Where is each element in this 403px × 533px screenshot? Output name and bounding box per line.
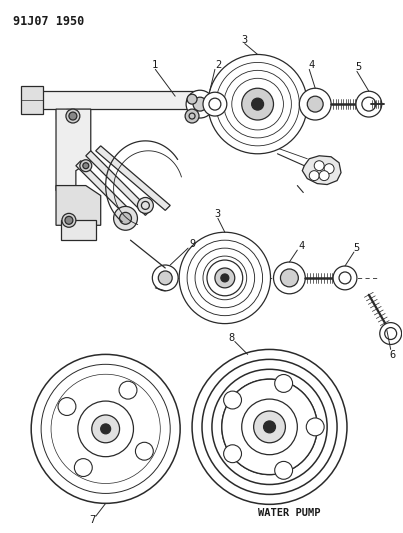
Circle shape <box>193 97 207 111</box>
Circle shape <box>65 216 73 224</box>
Circle shape <box>324 164 334 174</box>
Circle shape <box>314 161 324 171</box>
Circle shape <box>221 274 229 282</box>
Text: 4: 4 <box>298 241 304 251</box>
Polygon shape <box>96 146 170 211</box>
Circle shape <box>62 213 76 227</box>
Circle shape <box>274 262 305 294</box>
Text: WATER PUMP: WATER PUMP <box>258 508 321 518</box>
Circle shape <box>380 322 402 344</box>
Circle shape <box>152 265 178 291</box>
Polygon shape <box>56 185 101 225</box>
Circle shape <box>224 445 241 463</box>
Circle shape <box>356 91 382 117</box>
Text: 3: 3 <box>215 209 221 220</box>
Circle shape <box>275 462 293 479</box>
Circle shape <box>319 171 329 181</box>
Circle shape <box>31 354 180 503</box>
Text: 1: 1 <box>152 60 158 70</box>
Polygon shape <box>61 220 96 240</box>
Circle shape <box>264 421 276 433</box>
Circle shape <box>222 379 317 474</box>
Text: 6: 6 <box>390 350 396 360</box>
Text: 7: 7 <box>89 515 96 525</box>
Circle shape <box>101 424 111 434</box>
Text: 4: 4 <box>308 60 314 70</box>
Circle shape <box>208 54 307 154</box>
Circle shape <box>251 98 264 110</box>
Circle shape <box>280 269 298 287</box>
Circle shape <box>158 271 172 285</box>
Text: 9: 9 <box>189 239 195 249</box>
Circle shape <box>114 206 137 230</box>
Circle shape <box>58 398 76 415</box>
Circle shape <box>224 391 241 409</box>
Circle shape <box>179 232 270 324</box>
Circle shape <box>203 92 227 116</box>
Circle shape <box>242 88 274 120</box>
Text: 2: 2 <box>215 60 221 70</box>
Polygon shape <box>21 86 43 114</box>
Circle shape <box>187 94 197 104</box>
Circle shape <box>299 88 331 120</box>
Circle shape <box>80 160 92 172</box>
Circle shape <box>78 401 133 457</box>
Polygon shape <box>302 156 341 184</box>
Circle shape <box>69 112 77 120</box>
Circle shape <box>92 415 120 443</box>
Circle shape <box>120 212 131 224</box>
Polygon shape <box>56 109 91 190</box>
Circle shape <box>242 399 297 455</box>
Circle shape <box>207 260 243 296</box>
Circle shape <box>186 90 214 118</box>
Text: 91J07 1950: 91J07 1950 <box>13 15 85 28</box>
Polygon shape <box>76 161 135 220</box>
Circle shape <box>75 458 92 477</box>
Circle shape <box>275 375 293 392</box>
Polygon shape <box>26 91 200 119</box>
Circle shape <box>119 381 137 399</box>
Circle shape <box>215 268 235 288</box>
Circle shape <box>83 163 89 168</box>
Circle shape <box>185 109 199 123</box>
Circle shape <box>307 96 323 112</box>
Circle shape <box>135 442 153 460</box>
Circle shape <box>253 411 285 443</box>
Circle shape <box>66 109 80 123</box>
Polygon shape <box>86 151 150 215</box>
Circle shape <box>137 198 153 213</box>
Circle shape <box>333 266 357 290</box>
Text: 8: 8 <box>229 333 235 343</box>
Text: 3: 3 <box>241 35 248 45</box>
Text: 5: 5 <box>354 243 360 253</box>
Circle shape <box>309 171 319 181</box>
Text: 5: 5 <box>356 62 362 72</box>
Circle shape <box>306 418 324 436</box>
